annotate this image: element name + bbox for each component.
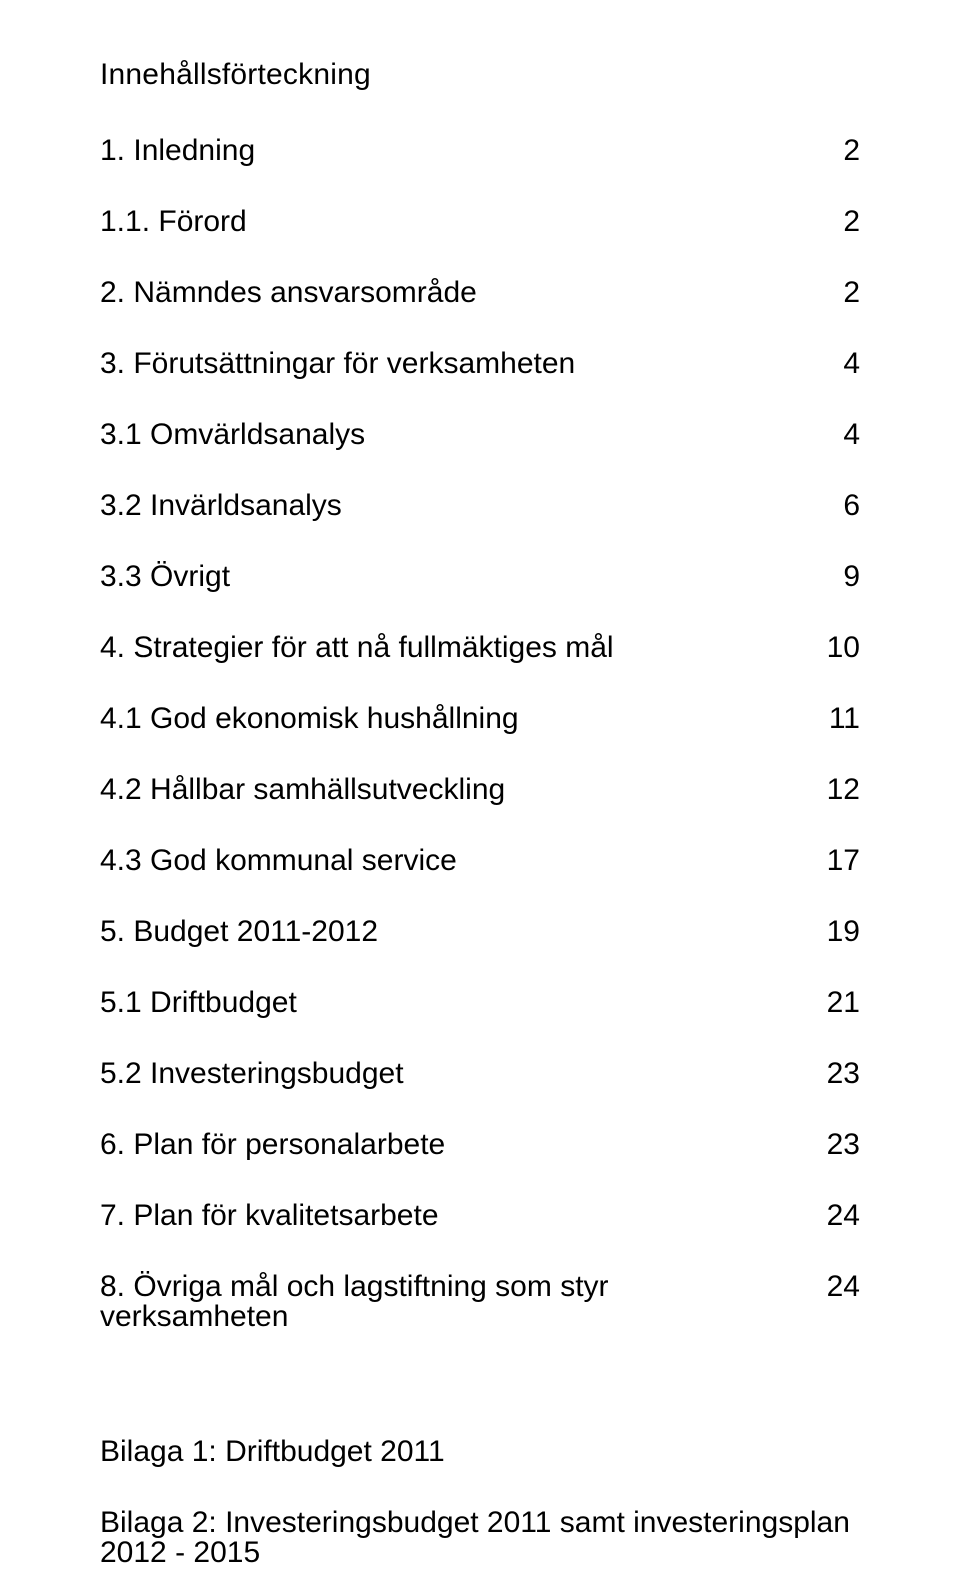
toc-entry: 3.3 Övrigt 9 [100,562,860,592]
toc-entry-page: 2 [820,136,860,166]
appendix-line: Bilaga 2: Investeringsbudget 2011 samt i… [100,1508,860,1568]
toc-entry: 1.1. Förord 2 [100,207,860,237]
toc-entry-label: 6. Plan för personalarbete [100,1130,820,1160]
toc-entry: 7. Plan för kvalitetsarbete 24 [100,1201,860,1231]
toc-entry: 8. Övriga mål och lagstiftning som styr … [100,1272,860,1332]
toc-entry: 3. Förutsättningar för verksamheten 4 [100,349,860,379]
toc-entry-page: 12 [820,775,860,805]
toc-entry-label: 4.1 God ekonomisk hushållning [100,704,820,734]
toc-entry-label: 4.2 Hållbar samhällsutveckling [100,775,820,805]
appendix-block: Bilaga 1: Driftbudget 2011 Bilaga 2: Inv… [100,1437,860,1568]
toc-entry-page: 21 [820,988,860,1018]
toc-entry-label: 4.3 God kommunal service [100,846,820,876]
toc-entry-page: 6 [820,491,860,521]
toc-entry-page: 4 [820,420,860,450]
toc-entry: 3.1 Omvärldsanalys 4 [100,420,860,450]
toc-entry: 5.1 Driftbudget 21 [100,988,860,1018]
toc-entry-label: 4. Strategier för att nå fullmäktiges må… [100,633,820,663]
toc-entry-label: 8. Övriga mål och lagstiftning som styr … [100,1272,820,1332]
toc-entry-label: 3.2 Invärldsanalys [100,491,820,521]
toc-entry-page: 24 [820,1272,860,1302]
document-page: Innehållsförteckning 1. Inledning 2 1.1.… [0,0,960,1406]
toc-entry: 4.2 Hållbar samhällsutveckling 12 [100,775,860,805]
toc-entry-label: 5.2 Investeringsbudget [100,1059,820,1089]
toc-entry-label: 5.1 Driftbudget [100,988,820,1018]
toc-entry: 5. Budget 2011-2012 19 [100,917,860,947]
toc-entry: 3.2 Invärldsanalys 6 [100,491,860,521]
toc-entry: 4.3 God kommunal service 17 [100,846,860,876]
toc-entry: 2. Nämndes ansvarsområde 2 [100,278,860,308]
toc-entry-label: 1. Inledning [100,136,820,166]
toc-entry: 5.2 Investeringsbudget 23 [100,1059,860,1089]
toc-entry-page: 9 [820,562,860,592]
toc-entry-page: 23 [820,1130,860,1160]
toc-entry: 4.1 God ekonomisk hushållning 11 [100,704,860,734]
toc-entry-label: 2. Nämndes ansvarsområde [100,278,820,308]
toc-entry-page: 4 [820,349,860,379]
toc-entry-page: 19 [820,917,860,947]
toc-entry-page: 2 [820,207,860,237]
toc-entry-page: 23 [820,1059,860,1089]
toc-entry-label: 7. Plan för kvalitetsarbete [100,1201,820,1231]
toc-entry: 4. Strategier för att nå fullmäktiges må… [100,633,860,663]
toc-entry-label: 3. Förutsättningar för verksamheten [100,349,820,379]
toc-entry-label: 3.3 Övrigt [100,562,820,592]
toc-list: 1. Inledning 2 1.1. Förord 2 2. Nämndes … [100,136,860,1332]
toc-entry-label: 5. Budget 2011-2012 [100,917,820,947]
toc-title: Innehållsförteckning [100,58,860,92]
appendix-line: Bilaga 1: Driftbudget 2011 [100,1437,860,1467]
toc-entry: 1. Inledning 2 [100,136,860,166]
toc-entry-label: 3.1 Omvärldsanalys [100,420,820,450]
toc-entry-page: 24 [820,1201,860,1231]
toc-entry-label: 1.1. Förord [100,207,820,237]
toc-entry-page: 10 [820,633,860,663]
toc-entry-page: 11 [820,704,860,734]
toc-entry-page: 2 [820,278,860,308]
toc-entry: 6. Plan för personalarbete 23 [100,1130,860,1160]
toc-entry-page: 17 [820,846,860,876]
